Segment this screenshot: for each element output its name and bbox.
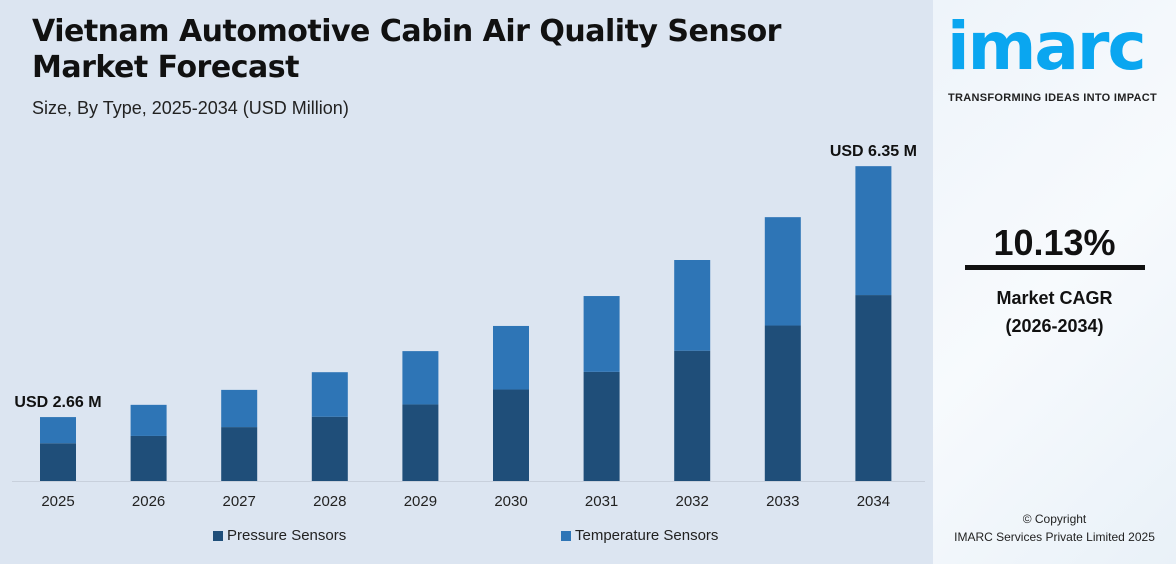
title-line-1: Vietnam Automotive Cabin Air Quality Sen… [32,14,781,49]
x-tick-label: 2033 [766,493,799,510]
bar-temperature-2028 [311,372,348,417]
legend-item-pressure: Pressure Sensors [213,527,346,544]
chart-title: Vietnam Automotive Cabin Air Quality Sen… [32,14,912,86]
cagr-label-line1: Market CAGR [996,288,1113,308]
x-tick-label: 2026 [132,493,165,510]
copyright-line2: IMARC Services Private Limited 2025 [954,530,1155,544]
cagr-label-line2: (2026-2034) [1005,316,1104,336]
bar-pressure-2031 [583,371,620,481]
bar-temperature-2033 [764,217,801,326]
legend-label: Pressure Sensors [227,527,347,544]
x-tick-label: 2027 [223,493,256,510]
bar-temperature-2029 [402,351,439,405]
total-annotation: USD 6.35 M [830,143,917,160]
cagr-label: Market CAGR (2026-2034) [933,284,1176,340]
total-annotation: USD 2.66 M [14,394,101,411]
bar-pressure-2028 [311,416,348,481]
bar-temperature-2031 [583,296,620,372]
x-tick-label: 2031 [585,493,618,510]
chart-subtitle: Size, By Type, 2025-2034 (USD Million) [32,98,349,118]
x-tick-label: 2032 [676,493,709,510]
bar-temperature-2034 [855,166,892,296]
x-tick-label: 2028 [313,493,346,510]
brand-tagline: TRANSFORMING IDEAS INTO IMPACT [948,92,1158,104]
bar-pressure-2034 [855,295,892,481]
bar-pressure-2030 [493,389,529,481]
bar-pressure-2027 [221,427,258,481]
copyright: © Copyright IMARC Services Private Limit… [933,510,1176,546]
bar-temperature-2027 [221,389,258,428]
imarc-logo: imarc [947,8,1147,85]
bar-pressure-2025 [40,443,76,481]
x-tick-label: 2034 [857,493,890,510]
title-line-2: Market Forecast [32,50,299,85]
bar-temperature-2032 [674,260,711,351]
copyright-line1: © Copyright [1022,512,1087,526]
x-tick-label: 2025 [41,493,74,510]
bar-pressure-2032 [674,350,711,481]
bar-pressure-2026 [130,435,167,481]
x-tick-label: 2030 [494,493,527,510]
legend-swatch-pressure [213,530,223,541]
bar-pressure-2029 [402,404,439,481]
divider [965,265,1145,270]
info-panel: imarc TRANSFORMING IDEAS INTO IMPACT 10.… [933,0,1176,564]
cagr-value: 10.13% [993,222,1116,263]
bar-temperature-2026 [130,404,167,436]
legend-item-temperature: Temperature Sensors [561,527,718,544]
bar-temperature-2030 [493,325,529,390]
bar-chart: 2025 USD 2.66 M 2026 2027 2028 2029 2030 2031 20… [12,143,925,510]
bar-temperature-2025 [40,417,76,444]
legend-label: Temperature Sensors [575,527,719,544]
bar-pressure-2033 [764,325,801,481]
legend-swatch-temperature [561,530,571,541]
x-tick-label: 2029 [404,493,437,510]
